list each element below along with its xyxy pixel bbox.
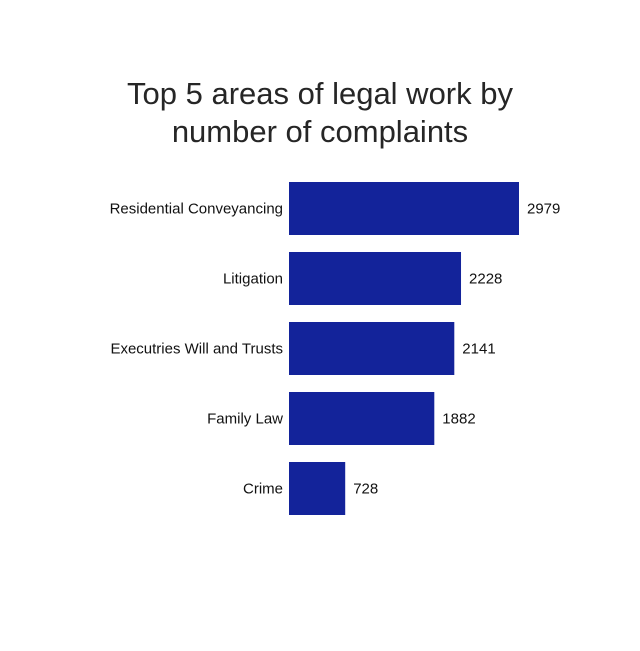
bar-executries-will-and-trusts [289,322,455,375]
category-label: Family Law [207,411,283,428]
value-label: 728 [353,481,378,498]
bar-family-law [289,392,435,445]
category-label: Litigation [223,271,283,288]
category-label: Crime [243,481,283,498]
chart-title-line-2: number of complaints [172,114,468,149]
bar-crime [289,462,346,515]
value-label: 2979 [527,201,560,218]
category-label: Executries Will and Trusts [110,341,283,358]
value-label: 2141 [462,341,495,358]
value-label: 2228 [469,271,502,288]
bars-group: Residential Conveyancing 2979 Litigation 22… [110,182,560,515]
bar-residential-conveyancing [289,182,519,235]
value-label: 1882 [442,411,475,428]
bar-litigation [289,252,462,305]
category-label: Residential Conveyancing [110,201,283,218]
chart-title-line-1: Top 5 areas of legal work by [127,76,513,111]
